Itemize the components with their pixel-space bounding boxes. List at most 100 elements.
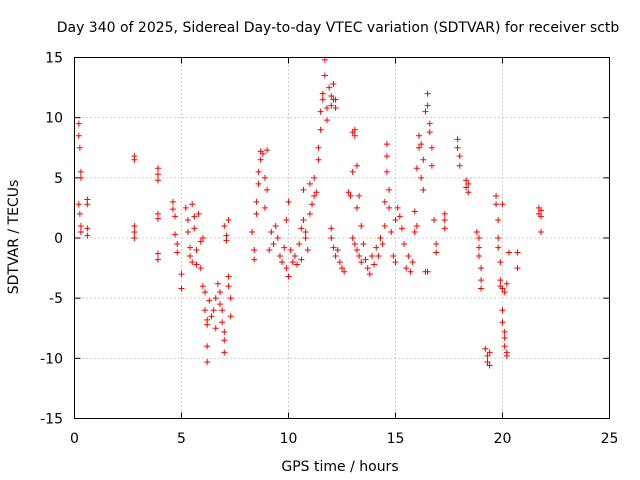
data-point bbox=[503, 352, 510, 359]
data-point bbox=[353, 247, 360, 254]
data-point bbox=[304, 247, 311, 254]
data-point bbox=[154, 171, 161, 178]
data-point bbox=[424, 102, 431, 109]
data-point bbox=[223, 237, 230, 244]
y-tick-label: -10 bbox=[40, 351, 63, 367]
data-point bbox=[356, 192, 363, 199]
data-point bbox=[493, 201, 500, 208]
data-point bbox=[225, 273, 232, 280]
data-point bbox=[473, 228, 480, 235]
data-point bbox=[291, 253, 298, 260]
data-point bbox=[206, 297, 213, 304]
data-point bbox=[77, 228, 84, 235]
x-tick-label: 10 bbox=[280, 431, 298, 447]
data-point bbox=[283, 265, 290, 272]
data-point bbox=[261, 204, 268, 211]
data-point bbox=[255, 168, 262, 175]
data-point bbox=[208, 313, 215, 320]
data-point bbox=[283, 216, 290, 223]
data-point bbox=[84, 232, 91, 239]
data-point bbox=[154, 250, 161, 257]
data-point bbox=[416, 132, 423, 139]
data-point bbox=[499, 201, 506, 208]
data-point bbox=[131, 222, 138, 229]
data-point bbox=[257, 156, 264, 163]
data-point bbox=[349, 168, 356, 175]
data-point bbox=[334, 247, 341, 254]
data-point bbox=[377, 235, 384, 241]
data-point bbox=[317, 108, 324, 115]
data-point bbox=[411, 228, 418, 235]
data-point bbox=[332, 105, 339, 112]
data-point bbox=[351, 241, 358, 248]
data-point bbox=[465, 180, 472, 187]
data-point bbox=[285, 273, 292, 280]
data-point bbox=[420, 186, 427, 193]
data-point bbox=[360, 241, 367, 248]
data-point bbox=[154, 177, 161, 184]
data-point bbox=[77, 168, 84, 175]
data-point bbox=[330, 80, 337, 87]
data-point bbox=[255, 180, 262, 187]
data-point bbox=[422, 108, 429, 115]
data-point bbox=[268, 228, 275, 235]
data-point bbox=[499, 319, 506, 326]
y-tick-label: 15 bbox=[45, 51, 63, 67]
data-point bbox=[495, 244, 502, 251]
data-point bbox=[178, 271, 185, 278]
data-point bbox=[311, 192, 318, 199]
data-point bbox=[191, 213, 198, 220]
data-point bbox=[172, 231, 179, 238]
data-point bbox=[392, 216, 399, 223]
data-point bbox=[212, 295, 219, 302]
data-point bbox=[317, 126, 324, 133]
data-point bbox=[221, 337, 228, 344]
data-point bbox=[287, 247, 294, 254]
data-point bbox=[76, 210, 83, 217]
data-point bbox=[373, 244, 380, 251]
data-point bbox=[371, 261, 378, 268]
data-point bbox=[463, 177, 470, 184]
data-point bbox=[131, 228, 138, 235]
data-point bbox=[413, 222, 420, 229]
data-point bbox=[426, 129, 433, 136]
data-point bbox=[416, 144, 423, 151]
data-point bbox=[428, 162, 435, 169]
data-point bbox=[478, 265, 485, 272]
data-point bbox=[431, 216, 438, 223]
data-point bbox=[210, 307, 217, 314]
data-point bbox=[409, 259, 416, 266]
data-point bbox=[253, 198, 260, 205]
data-point bbox=[478, 277, 485, 284]
data-point bbox=[77, 222, 84, 229]
data-point bbox=[353, 162, 360, 169]
data-point bbox=[324, 117, 331, 124]
data-points bbox=[75, 56, 545, 369]
data-point bbox=[306, 180, 313, 187]
data-point bbox=[433, 249, 440, 256]
data-point bbox=[484, 352, 491, 359]
data-point bbox=[424, 268, 431, 275]
data-point bbox=[332, 96, 339, 103]
data-point bbox=[328, 225, 335, 232]
data-point bbox=[174, 249, 181, 256]
data-point bbox=[219, 319, 226, 326]
data-point bbox=[339, 265, 345, 272]
data-point bbox=[264, 147, 271, 154]
data-point bbox=[428, 144, 435, 151]
data-point bbox=[332, 253, 339, 260]
data-point bbox=[499, 307, 506, 314]
data-point bbox=[381, 222, 388, 229]
data-point bbox=[420, 156, 427, 163]
data-point bbox=[501, 343, 508, 350]
data-point bbox=[302, 228, 309, 235]
data-point bbox=[328, 102, 335, 109]
data-point bbox=[302, 235, 309, 241]
data-point bbox=[514, 249, 521, 256]
y-tick-label: 10 bbox=[45, 111, 63, 127]
data-point bbox=[296, 241, 303, 248]
x-tick-label: 15 bbox=[387, 431, 405, 447]
data-point bbox=[501, 328, 508, 335]
data-point bbox=[394, 204, 401, 211]
data-point bbox=[330, 244, 337, 251]
